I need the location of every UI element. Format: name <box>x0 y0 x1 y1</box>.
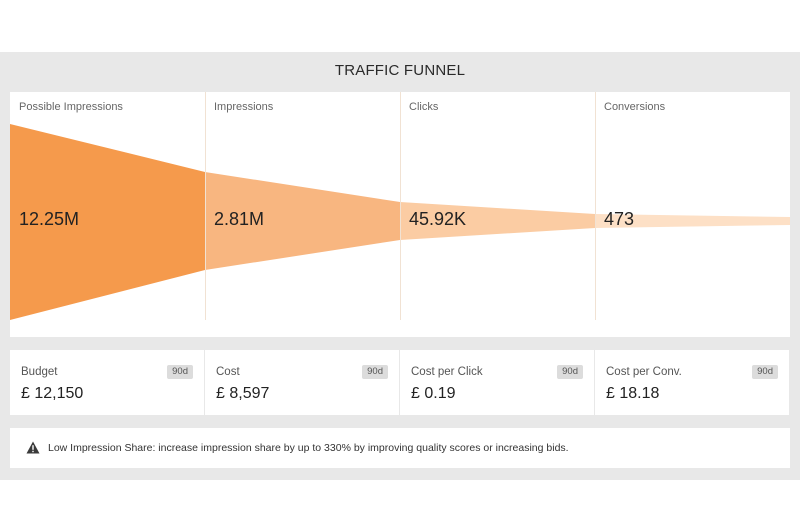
metric-value: £ 0.19 <box>411 385 456 402</box>
stage-label-clicks: Clicks <box>409 101 439 113</box>
metric-cards: Budget £ 12,150 90d Cost £ 8,597 90d Cos… <box>10 350 790 415</box>
stage-value-possible-impressions: 12.25M <box>19 209 80 229</box>
stage-divider <box>595 92 596 320</box>
metric-card-cost[interactable]: Cost £ 8,597 90d <box>205 350 399 415</box>
stage-label-conversions: Conversions <box>604 101 666 113</box>
impression-share-alert: Low Impression Share: increase impressio… <box>10 428 790 468</box>
metric-value: £ 12,150 <box>21 385 84 402</box>
funnel-segment-impressions <box>205 172 400 270</box>
metric-value: £ 18.18 <box>606 385 660 402</box>
metric-card-cost-per-conversion[interactable]: Cost per Conv. £ 18.18 90d <box>595 350 789 415</box>
stage-divider <box>205 92 206 320</box>
funnel-svg <box>10 124 790 320</box>
metric-label: Cost <box>216 366 240 378</box>
funnel-segment-clicks <box>400 202 595 240</box>
warning-icon <box>26 441 40 454</box>
funnel-segment-possible-impressions <box>10 124 205 320</box>
period-badge[interactable]: 90d <box>752 365 778 379</box>
metric-card-cost-per-click[interactable]: Cost per Click £ 0.19 90d <box>400 350 594 415</box>
metric-label: Cost per Click <box>411 366 483 378</box>
stage-label-impressions: Impressions <box>214 101 274 113</box>
stage-label-possible-impressions: Possible Impressions <box>19 101 123 113</box>
metric-label: Budget <box>21 366 58 378</box>
panel-title: TRAFFIC FUNNEL <box>334 62 466 79</box>
stage-divider <box>400 92 401 320</box>
traffic-funnel-panel: TRAFFIC FUNNEL Possible Impressions Impr… <box>0 52 800 480</box>
funnel-segment-conversions <box>595 214 790 228</box>
stage-value-clicks: 45.92K <box>409 209 467 229</box>
stage-value-conversions: 473 <box>604 209 635 229</box>
metric-card-budget[interactable]: Budget £ 12,150 90d <box>10 350 204 415</box>
period-badge[interactable]: 90d <box>362 365 388 379</box>
metric-value: £ 8,597 <box>216 385 270 402</box>
period-badge[interactable]: 90d <box>557 365 583 379</box>
stage-value-impressions: 2.81M <box>214 209 265 229</box>
period-badge[interactable]: 90d <box>167 365 193 379</box>
funnel-chart: Possible Impressions Impressions Clicks … <box>10 92 790 337</box>
metric-label: Cost per Conv. <box>606 366 682 378</box>
alert-message: Low Impression Share: increase impressio… <box>48 442 569 454</box>
